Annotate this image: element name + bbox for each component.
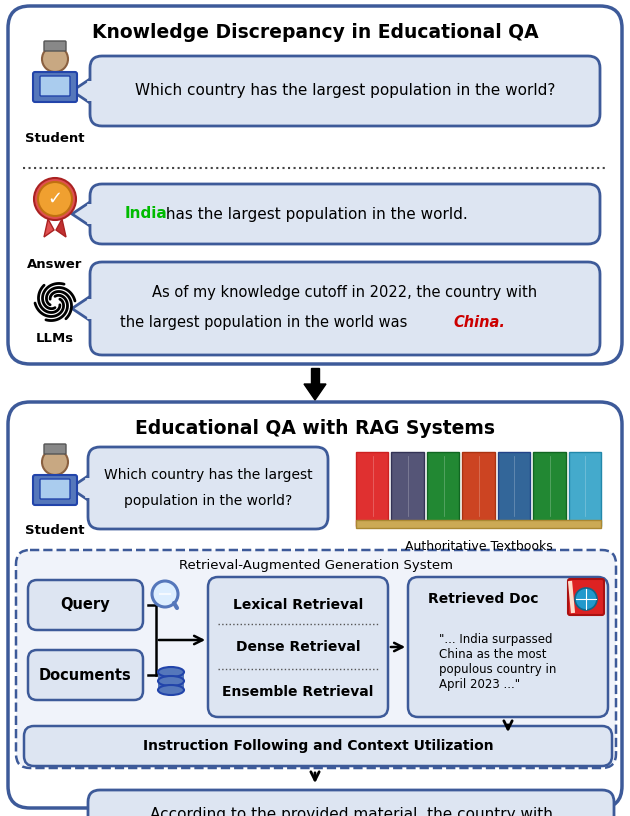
Polygon shape: [72, 79, 90, 103]
Text: Which country has the largest: Which country has the largest: [104, 468, 312, 482]
Text: Which country has the largest population in the world?: Which country has the largest population…: [135, 83, 555, 99]
Bar: [158, 671, 184, 680]
Text: Lexical Retrieval: Lexical Retrieval: [233, 598, 363, 612]
Text: Documents: Documents: [39, 667, 132, 682]
Bar: [158, 680, 184, 689]
Text: Authoritative Textbooks: Authoritative Textbooks: [405, 539, 553, 552]
FancyBboxPatch shape: [8, 402, 622, 808]
Text: Retrieval-Augmented Generation System: Retrieval-Augmented Generation System: [179, 560, 453, 573]
Text: LLMs: LLMs: [36, 331, 74, 344]
FancyBboxPatch shape: [24, 726, 612, 766]
Bar: [427, 452, 459, 526]
FancyBboxPatch shape: [28, 650, 143, 700]
Ellipse shape: [158, 685, 184, 695]
Text: Instruction Following and Context Utilization: Instruction Following and Context Utiliz…: [142, 739, 493, 753]
Ellipse shape: [158, 676, 184, 686]
FancyBboxPatch shape: [568, 579, 604, 615]
Circle shape: [38, 182, 72, 216]
Bar: [533, 452, 566, 526]
FancyBboxPatch shape: [208, 577, 388, 717]
Polygon shape: [56, 219, 66, 237]
Text: Retrieved Doc: Retrieved Doc: [428, 592, 539, 606]
Text: population in the world?: population in the world?: [124, 494, 292, 508]
FancyBboxPatch shape: [408, 577, 608, 717]
FancyBboxPatch shape: [28, 580, 143, 630]
FancyBboxPatch shape: [44, 41, 66, 51]
FancyBboxPatch shape: [16, 550, 616, 768]
Text: Student: Student: [25, 131, 85, 144]
FancyBboxPatch shape: [40, 479, 70, 499]
FancyBboxPatch shape: [90, 262, 600, 355]
Text: As of my knowledge cutoff in 2022, the country with: As of my knowledge cutoff in 2022, the c…: [152, 285, 537, 300]
FancyBboxPatch shape: [90, 184, 600, 244]
Text: According to the provided material, the country with: According to the provided material, the …: [149, 808, 553, 816]
FancyBboxPatch shape: [44, 444, 66, 454]
Bar: [356, 520, 601, 528]
Bar: [568, 452, 601, 526]
Text: Answer: Answer: [27, 258, 83, 270]
FancyBboxPatch shape: [88, 790, 614, 816]
Circle shape: [152, 581, 178, 607]
Text: Educational QA with RAG Systems: Educational QA with RAG Systems: [135, 419, 495, 437]
Bar: [356, 452, 389, 526]
Text: has the largest population in the world.: has the largest population in the world.: [161, 206, 467, 221]
Circle shape: [575, 588, 597, 610]
Text: India: India: [125, 206, 168, 221]
Circle shape: [42, 46, 68, 72]
Text: ✓: ✓: [47, 190, 62, 208]
FancyBboxPatch shape: [90, 56, 600, 126]
Ellipse shape: [158, 667, 184, 677]
Polygon shape: [72, 202, 90, 226]
Circle shape: [34, 178, 76, 220]
Polygon shape: [70, 476, 88, 500]
Text: Query: Query: [60, 597, 110, 613]
Text: Ensemble Retrieval: Ensemble Retrieval: [222, 685, 374, 699]
Text: the largest population in the world was: the largest population in the world was: [120, 315, 412, 330]
Bar: [498, 452, 530, 526]
Polygon shape: [44, 219, 54, 237]
Text: Dense Retrieval: Dense Retrieval: [236, 640, 360, 654]
Text: "... India surpassed
China as the most
populous country in
April 2023 ...": "... India surpassed China as the most p…: [439, 633, 557, 691]
Text: Student: Student: [25, 524, 85, 536]
FancyBboxPatch shape: [88, 447, 328, 529]
Bar: [391, 452, 424, 526]
Bar: [311, 368, 319, 384]
Text: China.: China.: [453, 315, 505, 330]
Polygon shape: [304, 384, 326, 400]
FancyBboxPatch shape: [40, 76, 70, 96]
Polygon shape: [72, 296, 90, 321]
Circle shape: [42, 449, 68, 475]
FancyBboxPatch shape: [8, 6, 622, 364]
FancyBboxPatch shape: [33, 475, 77, 505]
FancyBboxPatch shape: [33, 72, 77, 102]
Bar: [462, 452, 495, 526]
Text: Knowledge Discrepancy in Educational QA: Knowledge Discrepancy in Educational QA: [92, 23, 538, 42]
